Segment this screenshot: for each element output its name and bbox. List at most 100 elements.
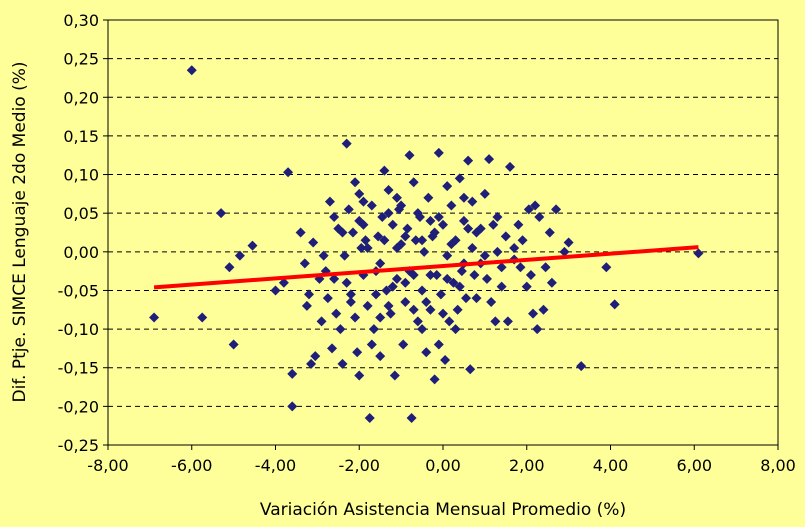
data-point (492, 246, 503, 257)
data-point (341, 138, 352, 149)
data-point (601, 262, 612, 273)
data-point (400, 297, 411, 308)
data-point (350, 312, 361, 323)
data-point (446, 200, 457, 211)
data-point (350, 177, 361, 188)
data-point (295, 227, 306, 238)
data-point (475, 223, 486, 234)
data-point (186, 65, 197, 76)
data-point (488, 219, 499, 230)
data-point (433, 147, 444, 158)
data-point (283, 167, 294, 178)
data-point (341, 277, 352, 288)
data-point (528, 308, 539, 319)
data-point (398, 339, 409, 350)
data-point (387, 281, 398, 292)
data-point (417, 285, 428, 296)
x-tick-label: 4,00 (593, 456, 629, 475)
data-point (406, 412, 417, 423)
data-point (373, 231, 384, 242)
data-point (278, 277, 289, 288)
data-point (458, 192, 469, 203)
data-point (435, 289, 446, 300)
data-point (383, 208, 394, 219)
data-point (412, 208, 423, 219)
data-point (412, 316, 423, 327)
data-point (515, 262, 526, 273)
data-point (345, 289, 356, 300)
data-point (433, 339, 444, 350)
data-point (454, 173, 465, 184)
data-point (484, 154, 495, 165)
data-point (329, 273, 340, 284)
data-point (425, 270, 436, 280)
data-point (375, 351, 386, 362)
data-point (559, 246, 570, 257)
data-point (429, 374, 440, 385)
data-point (391, 192, 402, 203)
data-point (481, 273, 492, 284)
data-point (345, 297, 356, 308)
data-point (505, 161, 515, 172)
data-point (339, 250, 350, 261)
x-tick-label: 8,00 (760, 456, 796, 475)
data-point (458, 215, 469, 226)
data-point (216, 208, 227, 219)
data-point (450, 324, 461, 335)
data-point (404, 150, 415, 161)
data-point (306, 358, 317, 369)
data-point (347, 227, 358, 238)
data-point (492, 212, 503, 223)
data-point (381, 285, 392, 296)
y-tick-label: 0,20 (63, 88, 99, 107)
data-point (576, 361, 587, 372)
data-point (308, 237, 319, 248)
data-point (287, 401, 298, 412)
data-point (463, 155, 474, 166)
y-tick-label: -0,25 (58, 436, 99, 455)
y-axis-label: Dif. Ptje. SIMCE Lenguaje 2do Medio (%) (10, 61, 30, 402)
data-point (431, 270, 442, 280)
data-point (456, 266, 467, 277)
data-point (438, 219, 448, 230)
data-point (513, 219, 524, 230)
x-tick-label: -4,00 (255, 456, 296, 475)
data-point (383, 185, 394, 195)
data-point (525, 270, 536, 280)
trendline-group (153, 245, 699, 290)
data-point (461, 293, 472, 304)
data-point (377, 212, 388, 223)
data-point (490, 316, 501, 327)
data-point (304, 289, 314, 300)
data-point (421, 347, 432, 358)
y-tick-label: 0,15 (63, 127, 99, 146)
data-point (408, 177, 419, 188)
data-point (551, 204, 562, 215)
data-point (379, 235, 390, 246)
data-point (546, 277, 557, 288)
data-point (316, 316, 327, 327)
data-point (322, 293, 333, 304)
data-point (301, 300, 312, 311)
data-point (440, 355, 451, 365)
data-point (318, 250, 329, 261)
x-tick-label: -6,00 (171, 456, 212, 475)
data-point (486, 297, 497, 308)
data-point (448, 277, 459, 288)
data-point (354, 370, 365, 381)
data-point (371, 289, 381, 300)
data-point (419, 246, 430, 257)
x-tick-label: 2,00 (509, 456, 545, 475)
data-point (375, 312, 386, 323)
data-point (425, 215, 436, 226)
data-point (544, 227, 555, 238)
data-point (310, 351, 321, 362)
x-axis-label: Variación Asistencia Mensual Promedio (%… (260, 500, 626, 520)
data-point (224, 262, 235, 273)
plot-area (107, 19, 779, 446)
y-tick-label: -0,20 (58, 397, 99, 416)
data-point (358, 196, 369, 207)
data-point (354, 188, 365, 199)
